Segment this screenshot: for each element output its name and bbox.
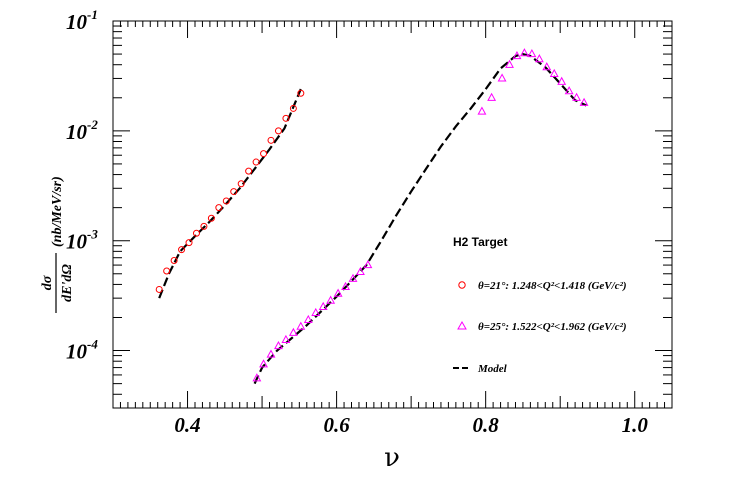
data-point-triangle xyxy=(274,340,283,350)
data-point-triangle xyxy=(519,48,529,57)
data-point-circle xyxy=(282,114,290,122)
data-point-circle xyxy=(245,167,253,175)
data-point-circle xyxy=(178,246,186,254)
y-axis-title: dσ dE'dΩ (nb/MeV/sr) xyxy=(40,176,75,313)
y-tick-label: 10-1 xyxy=(66,7,98,34)
data-point-triangle xyxy=(296,321,306,330)
data-point-circle xyxy=(289,104,297,112)
legend-marker-triangle xyxy=(457,320,467,330)
y-axis-fraction-numerator: dσ xyxy=(40,275,55,290)
legend: H2 Target θ=21°: 1.248<Q²<1.418 (GeV/c²)… xyxy=(453,235,627,375)
data-point-circle xyxy=(230,188,238,196)
data-point-circle xyxy=(267,136,275,144)
data-point-triangle xyxy=(281,334,291,344)
data-point-triangle xyxy=(252,373,262,382)
data-point-triangle xyxy=(477,106,487,115)
model-curve-segment xyxy=(158,88,302,299)
data-point-triangle xyxy=(341,281,350,290)
data-point-triangle xyxy=(303,314,313,324)
data-point-triangle xyxy=(534,54,544,63)
data-points xyxy=(155,48,589,382)
y-axis-units: (nb/MeV/sr) xyxy=(50,176,65,247)
x-tick-label: 0.6 xyxy=(323,413,350,437)
data-point-triangle xyxy=(572,92,582,101)
x-tick-label: 0.4 xyxy=(174,413,200,437)
data-point-triangle xyxy=(497,73,507,82)
data-point-circle xyxy=(260,150,268,158)
data-point-circle xyxy=(200,222,208,230)
data-point-circle xyxy=(297,89,305,97)
data-point-circle xyxy=(237,180,245,188)
legend-item-series-1: θ=21°: 1.248<Q²<1.418 (GeV/c²) xyxy=(458,280,627,292)
data-point-circle xyxy=(207,214,215,222)
data-point-triangle xyxy=(326,295,336,304)
data-point-circle xyxy=(252,158,260,166)
y-axis-fraction-denominator: dE'dΩ xyxy=(60,264,75,302)
x-tick-label: 1.0 xyxy=(622,413,649,437)
data-point-triangle xyxy=(348,273,358,282)
legend-label-series-2: θ=25°: 1.522<Q²<1.962 (GeV/c²) xyxy=(478,321,627,333)
y-axis-ticks: 10-1 10-2 10-3 10-4 xyxy=(66,7,672,409)
model-curve xyxy=(158,52,587,385)
legend-marker-circle xyxy=(458,281,466,289)
data-point-triangle xyxy=(333,288,343,297)
data-point-triangle xyxy=(487,92,497,101)
data-point-triangle xyxy=(564,86,574,95)
data-point-circle xyxy=(163,267,171,275)
data-point-triangle xyxy=(318,301,328,310)
data-point-circle xyxy=(170,257,178,265)
y-tick-label: 10-2 xyxy=(66,117,98,144)
data-point-triangle xyxy=(266,349,276,358)
data-point-triangle xyxy=(579,97,589,106)
legend-label-series-1: θ=21°: 1.248<Q²<1.418 (GeV/c²) xyxy=(478,280,627,292)
x-tick-label: 0.8 xyxy=(473,413,500,437)
data-point-circle xyxy=(185,239,193,247)
y-tick-label: 10-4 xyxy=(66,337,98,364)
data-point-triangle xyxy=(311,307,321,317)
data-point-triangle xyxy=(527,49,537,58)
data-point-triangle xyxy=(288,327,298,336)
data-point-triangle xyxy=(363,260,373,269)
data-point-triangle xyxy=(356,266,365,276)
data-point-circle xyxy=(274,127,282,135)
data-point-circle xyxy=(192,229,200,237)
data-point-triangle xyxy=(557,76,567,85)
legend-label-model: Model xyxy=(477,363,508,375)
data-point-triangle xyxy=(549,68,559,77)
data-point-triangle xyxy=(259,359,268,368)
data-point-circle xyxy=(222,197,230,205)
data-point-circle xyxy=(215,204,223,212)
y-tick-label: 10-3 xyxy=(66,227,98,254)
data-point-triangle xyxy=(512,50,522,60)
legend-title: H2 Target xyxy=(453,235,507,249)
model-curve-segment xyxy=(253,52,587,385)
data-point-triangle xyxy=(505,59,514,68)
legend-item-series-2: θ=25°: 1.522<Q²<1.962 (GeV/c²) xyxy=(457,320,627,333)
x-axis-title: ν xyxy=(384,443,400,473)
plot-frame xyxy=(112,20,673,409)
data-point-circle xyxy=(155,285,163,293)
data-point-triangle xyxy=(542,62,552,71)
x-axis-ticks: 0.4 0.6 0.8 1.0 xyxy=(112,21,673,437)
legend-item-model: Model xyxy=(453,363,508,375)
